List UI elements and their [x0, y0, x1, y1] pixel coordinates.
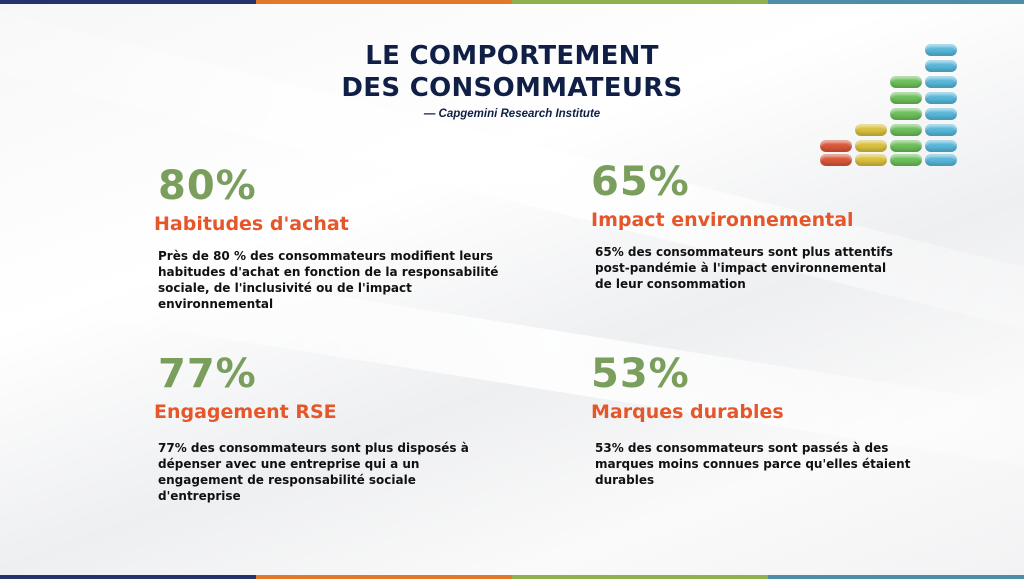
stat-heading: Marques durables: [591, 401, 784, 423]
stat-percent: 80%: [158, 163, 257, 209]
source-attribution: — Capgemini Research Institute: [423, 108, 601, 120]
title-line-1: LE COMPORTEMENT: [365, 41, 659, 71]
bottom-color-stripe: [0, 575, 1024, 579]
top-color-stripe: [0, 0, 1024, 4]
stat-description: 65% des consommateurs sont plus attentif…: [595, 245, 893, 291]
title-line-2: DES CONSOMMATEURS: [341, 73, 683, 103]
page-title: LE COMPORTEMENT DES CONSOMMATEURS: [0, 40, 1024, 104]
stat-description: Près de 80 % des consommateurs modifient…: [158, 249, 499, 311]
stat-heading: Habitudes d'achat: [154, 213, 349, 235]
pill-bar-chart-icon: [820, 44, 960, 170]
stat-impact-environnemental: 65% Impact environnemental 65% des conso…: [591, 160, 905, 292]
stat-heading: Engagement RSE: [154, 401, 337, 423]
stat-habitudes-achat: 80% Habitudes d'achat Près de 80 % des c…: [154, 164, 508, 312]
stat-percent: 77%: [158, 351, 257, 397]
stat-marques-durables: 53% Marques durables 53% des consommateu…: [591, 352, 915, 488]
stat-percent: 65%: [591, 159, 690, 205]
stat-percent: 53%: [591, 351, 690, 397]
stat-description: 77% des consommateurs sont plus disposés…: [158, 441, 469, 503]
stat-engagement-rse: 77% Engagement RSE 77% des consommateurs…: [154, 352, 488, 504]
stat-heading: Impact environnemental: [591, 209, 854, 231]
stat-description: 53% des consommateurs sont passés à des …: [595, 441, 911, 487]
